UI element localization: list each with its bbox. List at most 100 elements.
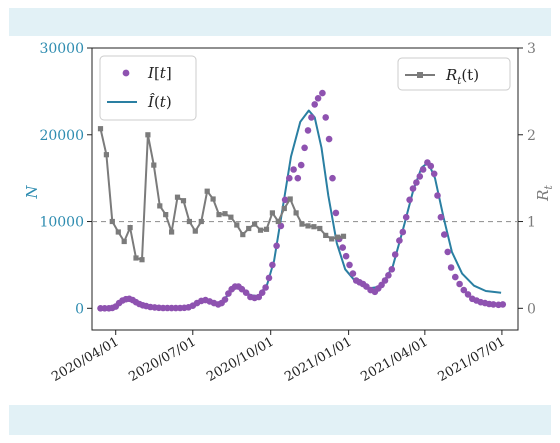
observed-point [308, 114, 315, 121]
rt-marker [139, 257, 145, 263]
observed-point [325, 135, 333, 143]
legend-rt-label: Rt(t) [445, 66, 479, 87]
observed-point [460, 286, 468, 294]
rt-marker [257, 227, 264, 233]
rt-marker [216, 212, 222, 218]
rt-marker [240, 232, 246, 238]
observed-point [437, 213, 445, 221]
observed-point [427, 162, 435, 170]
observed-point [444, 248, 452, 256]
observed-point [329, 174, 336, 182]
rt-marker [198, 218, 204, 225]
rt-marker [97, 126, 104, 132]
rt-marker [186, 218, 192, 225]
right-axis-label-subscript: t [542, 185, 555, 190]
observed-point [294, 174, 302, 182]
observed-point [290, 166, 297, 173]
rt-marker [204, 188, 210, 194]
x-tick-label: 2020/07/01 [126, 334, 198, 384]
right-axis: 0 1 2 3 [518, 41, 536, 317]
bottom-band [9, 405, 551, 435]
rt-marker [305, 223, 311, 229]
left-axis-label: N [23, 185, 41, 200]
legend-left: I[t] Î(t) [99, 55, 197, 121]
rt-marker [133, 255, 139, 261]
legend-rt-marker-square [417, 72, 423, 78]
observed-point [464, 291, 472, 298]
observed-point [346, 261, 353, 269]
observed-point [430, 170, 438, 178]
observed-point [406, 196, 413, 204]
rt-marker [109, 218, 115, 225]
observed-point [391, 251, 399, 258]
observed-point [419, 166, 427, 173]
rt-marker [210, 196, 216, 202]
observed-point [258, 289, 266, 297]
left-tick-label: 10000 [39, 215, 84, 231]
rt-marker [103, 152, 109, 158]
observed-point [319, 89, 326, 97]
rt-marker [246, 225, 252, 232]
observed-point [434, 192, 441, 199]
observed-point [456, 280, 463, 288]
rt-marker [317, 225, 323, 232]
rt-marker [311, 224, 317, 230]
observed-point [221, 296, 229, 303]
observed-point [399, 228, 407, 236]
observed-point [242, 289, 250, 297]
observed-point [269, 261, 276, 269]
rt-marker [180, 198, 187, 204]
observed-point [281, 196, 289, 204]
rt-marker [335, 234, 341, 240]
rt-marker [222, 211, 228, 217]
right-tick-label: 2 [527, 128, 536, 144]
right-axis-label: Rt [534, 185, 555, 202]
left-tick-label: 30000 [39, 41, 84, 57]
observed-point [297, 161, 305, 169]
x-tick-label: 2021/01/01 [282, 334, 354, 384]
rt-marker [293, 210, 299, 216]
rt-marker [323, 232, 329, 238]
rt-marker [169, 229, 175, 235]
observed-point [413, 179, 420, 186]
observed-point [277, 222, 285, 230]
rt-marker [174, 194, 181, 200]
right-tick-label: 3 [527, 41, 536, 57]
x-tick-label: 2021/07/01 [436, 334, 508, 384]
observed-point [314, 95, 322, 102]
observed-point [416, 173, 424, 180]
x-tick-label: 2020/04/01 [49, 334, 121, 384]
rt-marker [127, 225, 133, 231]
observed-point [265, 274, 273, 282]
svg-text:Rt: Rt [534, 185, 555, 202]
plot-area [91, 47, 519, 331]
rt-marker [157, 203, 163, 209]
x-tick-label: 2020/10/01 [204, 334, 276, 384]
legend-right: Rt(t) [397, 57, 511, 91]
fitted-series [100, 109, 502, 310]
rt-marker [252, 221, 258, 227]
right-tick-label: 1 [527, 215, 536, 231]
rt-marker [121, 238, 127, 245]
x-axis: 2020/04/01 2020/07/01 2020/10/01 2021/01/01… [49, 330, 508, 385]
observed-point [332, 209, 340, 217]
x-tick-label: 2021/04/01 [358, 334, 430, 384]
observed-point [402, 213, 410, 221]
rt-marker [151, 162, 157, 168]
left-tick-label: 0 [75, 301, 84, 317]
fitted-line [100, 109, 502, 310]
rt-marker [329, 236, 335, 242]
rt-marker [192, 228, 198, 234]
rt-series [97, 126, 347, 263]
observed-point [349, 270, 357, 277]
observed-point [396, 237, 403, 244]
observed-point [452, 273, 459, 281]
observed-point [273, 242, 280, 250]
observed-point [490, 301, 497, 308]
rt-marker [228, 214, 234, 220]
top-band [9, 8, 551, 36]
observed-point [441, 231, 448, 238]
observed-point [409, 185, 417, 192]
